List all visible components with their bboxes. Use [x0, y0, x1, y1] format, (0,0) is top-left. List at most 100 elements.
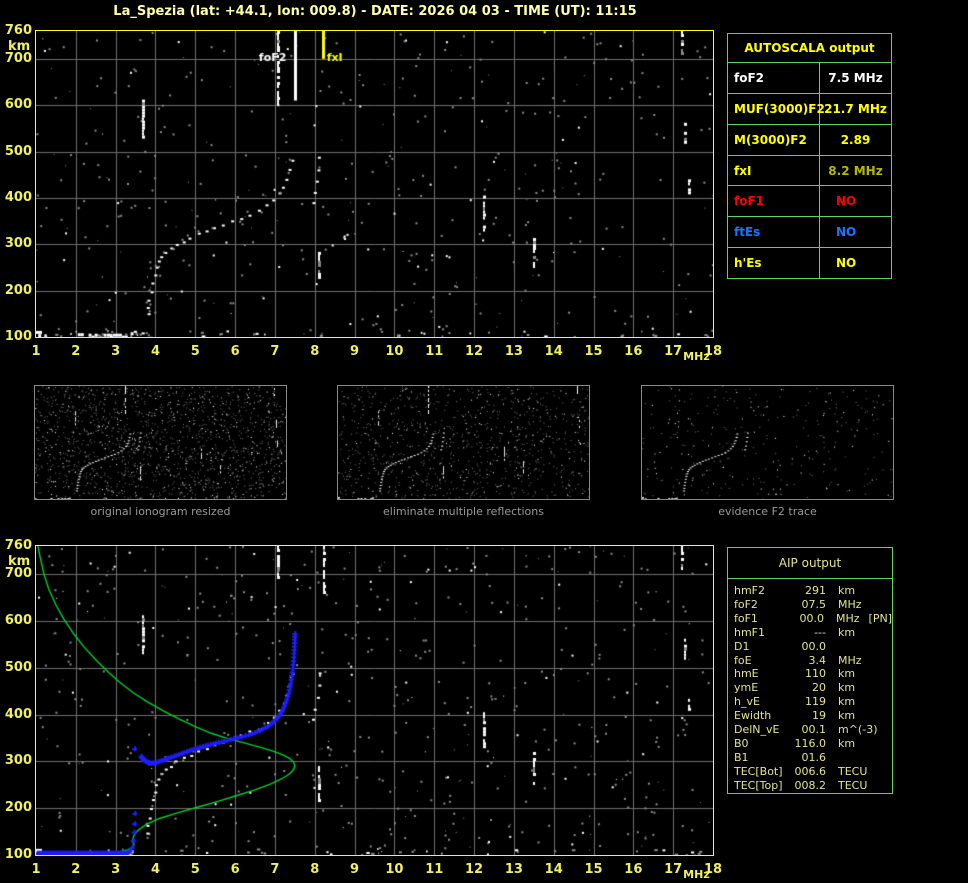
aip-row-yme: ymE 20 km — [734, 681, 892, 695]
aip-val: 00.1 — [801, 723, 827, 737]
aip-val: 07.5 — [801, 597, 827, 611]
aip-name: hmF2 — [734, 584, 766, 597]
autoscala-row-value: 21.7 MHz — [824, 101, 887, 116]
aip-unit: TECU — [838, 764, 868, 778]
aip-name: Ewidth — [734, 709, 772, 723]
y-tick-label: 500 — [4, 143, 32, 159]
autoscala-row-label: h'Es — [728, 248, 820, 279]
x-tick-label: 4 — [150, 862, 160, 877]
aip-unit: km — [838, 736, 856, 750]
x-tick-label: 18 — [703, 862, 723, 877]
aip-name: TEC[Bot] — [734, 764, 783, 778]
aip-val: 3.4 — [808, 653, 827, 667]
aip-val: 00.0 — [801, 639, 827, 653]
thumbnail-evidence-f2 — [641, 385, 894, 500]
thumbnail-caption-evidence: evidence F2 trace — [718, 505, 817, 518]
x-tick-label: 11 — [425, 344, 444, 359]
autoscala-row-label: M(3000)F2 — [728, 124, 820, 155]
aip-name: B1 — [734, 750, 749, 764]
aip-name: foF2 — [734, 597, 758, 611]
x-tick-label: 13 — [504, 344, 523, 359]
y-tick-label: 200 — [4, 800, 32, 816]
x-tick-label: 3 — [111, 344, 121, 359]
autoscala-output-table: AUTOSCALA output foF2 7.5 MHz MUF(3000)F2 2… — [727, 33, 892, 279]
aip-unit: MHz — [838, 597, 862, 611]
aip-name: DelN_vE — [734, 723, 780, 737]
y-tick-label: 600 — [4, 97, 32, 113]
aip-unit: km — [838, 681, 856, 695]
autoscala-row-value: NO — [836, 256, 857, 271]
aip-val: 119 — [805, 695, 826, 709]
x-tick-label: 8 — [310, 862, 320, 877]
autoscala-row-value: 7.5 MHz — [828, 70, 883, 85]
autoscala-row-label: foF1 — [728, 186, 820, 217]
x-tick-label: 17 — [664, 344, 683, 359]
x-tick-label: 12 — [465, 344, 484, 359]
x-tick-label: 2 — [71, 862, 81, 877]
autoscala-row-value: NO — [836, 225, 857, 240]
autoscala-table-title: AUTOSCALA output — [728, 34, 891, 63]
autoscala-row-fof2: foF2 7.5 MHz — [728, 63, 891, 94]
x-tick-label: 10 — [385, 862, 404, 877]
aip-name: foE — [734, 653, 752, 667]
x-tick-label: 2 — [71, 344, 81, 359]
aip-val: 116.0 — [794, 736, 827, 750]
aip-name: D1 — [734, 639, 750, 653]
y-tick-label: 300 — [4, 753, 32, 769]
thumbnail-eliminate-plot — [338, 386, 589, 499]
y-tick-label: 700 — [4, 50, 32, 66]
aip-val: 19 — [812, 709, 826, 723]
x-tick-label: 6 — [230, 862, 240, 877]
autoscala-row-value: NO — [836, 194, 857, 209]
aip-row-tecbot: TEC[Bot] 006.6 TECU — [734, 765, 892, 779]
x-tick-label: 11 — [425, 862, 444, 877]
autoscala-table-rows: foF2 7.5 MHz MUF(3000)F2 21.7 MHz M(3000)F2 2… — [728, 63, 891, 279]
autoscala-row-fof1: foF1 NO — [728, 186, 891, 218]
aip-unit: km — [838, 695, 856, 709]
thumbnail-caption-eliminate: eliminate multiple reflections — [383, 505, 544, 518]
aip-output-table: AIP output hmF2 291 km foF2 07.5 MHz foF1 00.0 M… — [727, 547, 893, 794]
y-tick-label: 400 — [4, 189, 32, 205]
x-tick-label: 10 — [385, 344, 404, 359]
aip-row-b0: B0 116.0 km — [734, 737, 892, 751]
y-tick-label: 200 — [4, 282, 32, 298]
autoscala-row-m3000f2: M(3000)F2 2.89 — [728, 124, 891, 156]
x-tick-label: 9 — [350, 862, 360, 877]
autoscala-row-label: MUF(3000)F2 — [728, 93, 825, 124]
aip-name: h_vE — [734, 695, 760, 709]
autoscala-row-fxi: fxI 8.2 MHz — [728, 155, 891, 187]
y-axis-unit-label: km — [8, 39, 31, 54]
aip-name: ymE — [734, 681, 759, 695]
x-tick-label: 5 — [190, 344, 200, 359]
bottom-ionogram-plot — [36, 546, 713, 855]
aip-name: hmE — [734, 667, 759, 681]
x-tick-label: 1 — [31, 862, 41, 877]
x-tick-label: 14 — [544, 862, 563, 877]
aip-name: hmF1 — [734, 625, 766, 639]
thumbnail-original-ionogram — [34, 385, 287, 500]
autoscala-row-label: fxI — [728, 155, 820, 186]
bottom-ionogram-panel — [35, 545, 714, 856]
aip-row-hme: hmE 110 km — [734, 667, 892, 681]
autoscala-row-label: foF2 — [728, 63, 820, 93]
x-tick-label: 15 — [584, 862, 603, 877]
thumbnail-eliminate-reflections — [337, 385, 590, 500]
aip-row-b1: B1 01.6 — [734, 751, 892, 765]
aip-name: foF1 — [734, 611, 758, 625]
x-tick-label: 6 — [230, 344, 240, 359]
autoscala-row-muf3000f2: MUF(3000)F2 21.7 MHz — [728, 93, 891, 125]
x-tick-label: 12 — [465, 862, 484, 877]
x-tick-label: 3 — [111, 862, 121, 877]
thumbnail-evidence-plot — [642, 386, 893, 499]
x-tick-label: 14 — [544, 344, 563, 359]
autoscala-row-value: 2.89 — [840, 132, 871, 147]
x-tick-label: 18 — [703, 344, 723, 359]
x-tick-label: 1 — [31, 344, 41, 359]
top-ionogram-panel — [35, 30, 714, 338]
y-tick-label: 500 — [4, 659, 32, 675]
x-tick-label: 16 — [624, 862, 643, 877]
page-title: La_Spezia (lat: +44.1, lon: 009.8) - DAT… — [113, 4, 637, 19]
aip-val: 20 — [812, 681, 826, 695]
x-tick-label: 9 — [350, 344, 360, 359]
